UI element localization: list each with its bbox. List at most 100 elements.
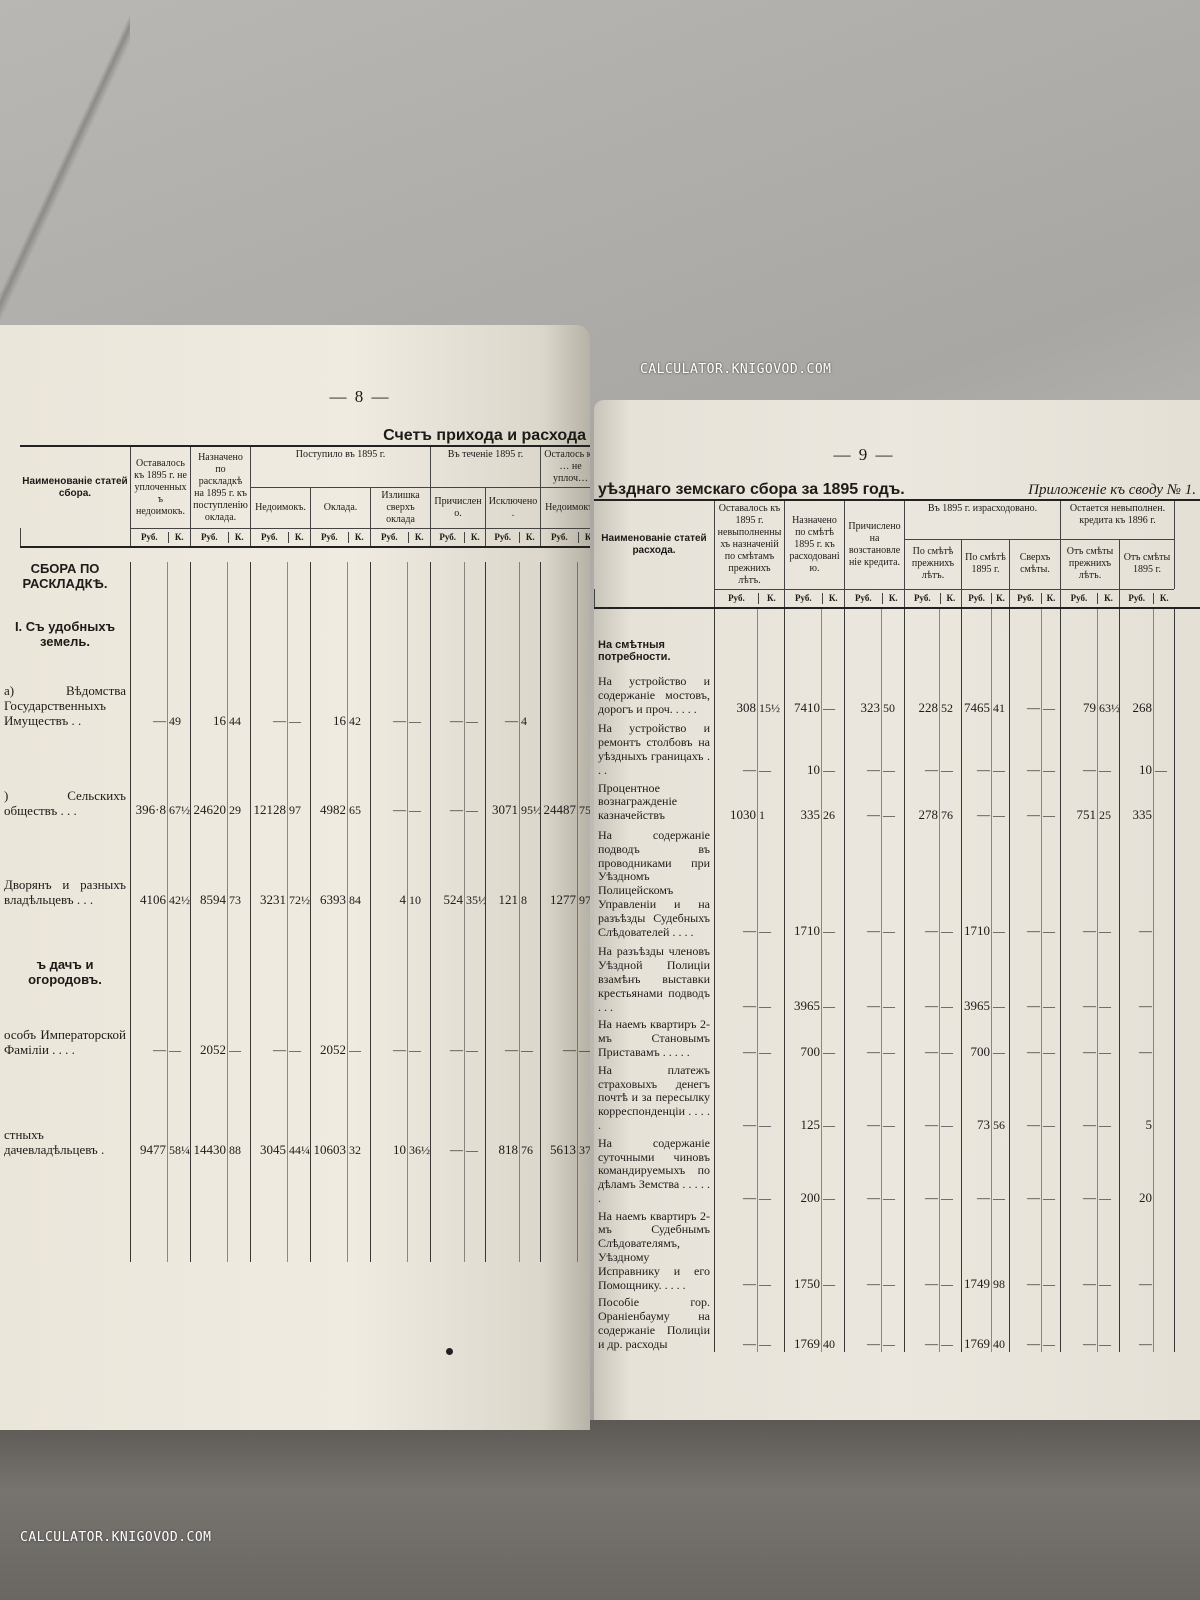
row-label: На устройство и содержаніе мостовъ, доро… [598, 674, 710, 716]
unit-kop-label: К. [287, 532, 310, 543]
cell-kopecks: — [466, 803, 478, 818]
column-rule [370, 562, 371, 1262]
cell-rubles: 8594 [200, 892, 226, 908]
cell-rubles: — [1139, 1276, 1152, 1292]
cell-kopecks: 84 [349, 893, 361, 908]
cell-rubles: 4982 [320, 802, 346, 818]
cell-kopecks: 40 [823, 1336, 835, 1351]
cell-kopecks: 10 [409, 893, 421, 908]
row-label: На содержаніе подводъ въ проводниками пр… [598, 827, 710, 939]
cell-kopecks: 76 [941, 807, 953, 822]
table-row: особъ Императорской Фаміліи . . . . — —205… [0, 1027, 590, 1058]
cell-kopecks: — [883, 807, 895, 822]
cell-rubles: — [867, 1335, 880, 1351]
cell-kopecks: 42 [349, 713, 361, 728]
right-page: — 9 — уѣзднаго земскаго сбора за 1895 го… [594, 400, 1200, 1420]
header-assigned: Назначено по раскладкѣ на 1895 г. къ пос… [190, 447, 250, 528]
column-rule [190, 562, 191, 1262]
cell-rubles: 20 [1139, 1189, 1152, 1205]
cell-kopecks: — [409, 713, 421, 728]
cell-rubles: — [977, 761, 990, 777]
cell-kopecks: 95½ [521, 803, 540, 818]
cell-rubles: 2052 [320, 1042, 346, 1058]
cell-rubles: — [1083, 998, 1096, 1014]
cell-kopecks: 88 [229, 1142, 241, 1157]
column-rule [347, 562, 348, 1262]
cell-rubles: 1769 [964, 1335, 990, 1351]
header-units: Руб. К. [1119, 589, 1174, 607]
cell-rubles: 524 [443, 892, 464, 908]
cell-rubles: 10603 [313, 1141, 347, 1157]
row-label: стныхъ дачевладѣльцевъ . [4, 1127, 105, 1157]
header-group-spent: Въ 1895 г. израсходовано. [904, 501, 1060, 540]
cell-kopecks: — [883, 924, 895, 939]
cell-rubles: — [867, 1043, 880, 1059]
cell-rubles: — [925, 923, 938, 939]
cell-kopecks: — [941, 1117, 953, 1132]
header-units: Руб. К. [540, 528, 590, 546]
table-row: Процентное вознагражденіе казначействъ 10… [594, 781, 1200, 823]
unit-kop-label: К. [881, 593, 904, 604]
column-rule [464, 562, 465, 1262]
column-rule [540, 562, 541, 1262]
header-unit-spacer [20, 528, 130, 546]
cell-kopecks: 42½ [169, 893, 190, 908]
cell-rubles: 1710 [964, 923, 990, 939]
header-name: Наименованіе статей расхода. [601, 533, 707, 556]
column-rule [991, 609, 992, 1352]
cell-rubles: — [393, 712, 406, 728]
cell-rubles: 1277 [550, 892, 576, 908]
cell-kopecks: — [993, 807, 1005, 822]
row-label: На устройство и ремонтъ столбовъ на уѣзд… [598, 721, 710, 777]
cell-kopecks: 40 [993, 1336, 1005, 1351]
cell-rubles: 308 [736, 700, 757, 716]
column-rule [1041, 609, 1042, 1352]
cell-kopecks: — [993, 924, 1005, 939]
cell-kopecks: — [289, 713, 301, 728]
cell-rubles: — [450, 1141, 463, 1157]
cell-kopecks: 8 [521, 893, 527, 908]
cell-kopecks: 67½ [169, 803, 190, 818]
cell-kopecks: 73 [229, 893, 241, 908]
cell-kopecks: 1 [759, 807, 765, 822]
cell-rubles: 12128 [253, 802, 287, 818]
cell-kopecks: 52 [941, 701, 953, 716]
unit-rub-label: Руб. [320, 532, 338, 543]
cell-rubles: — [1027, 998, 1040, 1014]
cell-kopecks: — [941, 1044, 953, 1059]
table-row: ъ дачъ и огородовъ. [0, 957, 590, 988]
column-rule [1060, 609, 1061, 1352]
cell-rubles: 751 [1076, 806, 1097, 822]
cell-rubles: 4 [399, 892, 407, 908]
cell-kopecks: — [823, 701, 835, 716]
cell-rubles: — [1083, 923, 1096, 939]
cell-rubles: — [867, 998, 880, 1014]
unit-rub-label: Руб. [439, 532, 457, 543]
cell-rubles: 3045 [260, 1141, 286, 1157]
watermark-corner: CALCULATOR.KNIGOVOD.COM [20, 1530, 212, 1545]
cell-rubles: 1710 [794, 923, 820, 939]
unit-rub-label: Руб. [494, 532, 512, 543]
header-units: Руб. К. [961, 589, 1009, 607]
cell-rubles: 228 [918, 700, 939, 716]
column-rule [577, 562, 578, 1262]
unit-kop-label: К. [939, 593, 961, 604]
cell-rubles: — [1083, 1189, 1096, 1205]
cell-rubles: — [393, 1042, 406, 1058]
header-excess: Излишка сверхъ оклада [370, 488, 430, 528]
cell-rubles: — [925, 1189, 938, 1205]
cell-rubles: — [450, 802, 463, 818]
row-label: Дворянъ и разныхъ владѣльцевъ . . . [4, 877, 126, 908]
table-row: Дворянъ и разныхъ владѣльцевъ . . . 4106 4… [0, 877, 590, 908]
cell-rubles: 3231 [260, 892, 286, 908]
column-rule [1119, 609, 1120, 1352]
header-units: Руб. К. [714, 589, 784, 607]
table-row: стныхъ дачевладѣльцевъ . 9477 58¼ 14430 88 30… [0, 1127, 590, 1158]
cell-kopecks: — [823, 999, 835, 1014]
table-body: На смѣтныя потребности. На устройство и … [594, 609, 1200, 1352]
cell-kopecks: 56 [993, 1117, 1005, 1132]
header-1895: По смѣтѣ 1895 г. [961, 539, 1009, 589]
column-rule [1009, 609, 1010, 1352]
cell-rubles: 4106 [140, 892, 166, 908]
cell-rubles: 125 [800, 1116, 821, 1132]
